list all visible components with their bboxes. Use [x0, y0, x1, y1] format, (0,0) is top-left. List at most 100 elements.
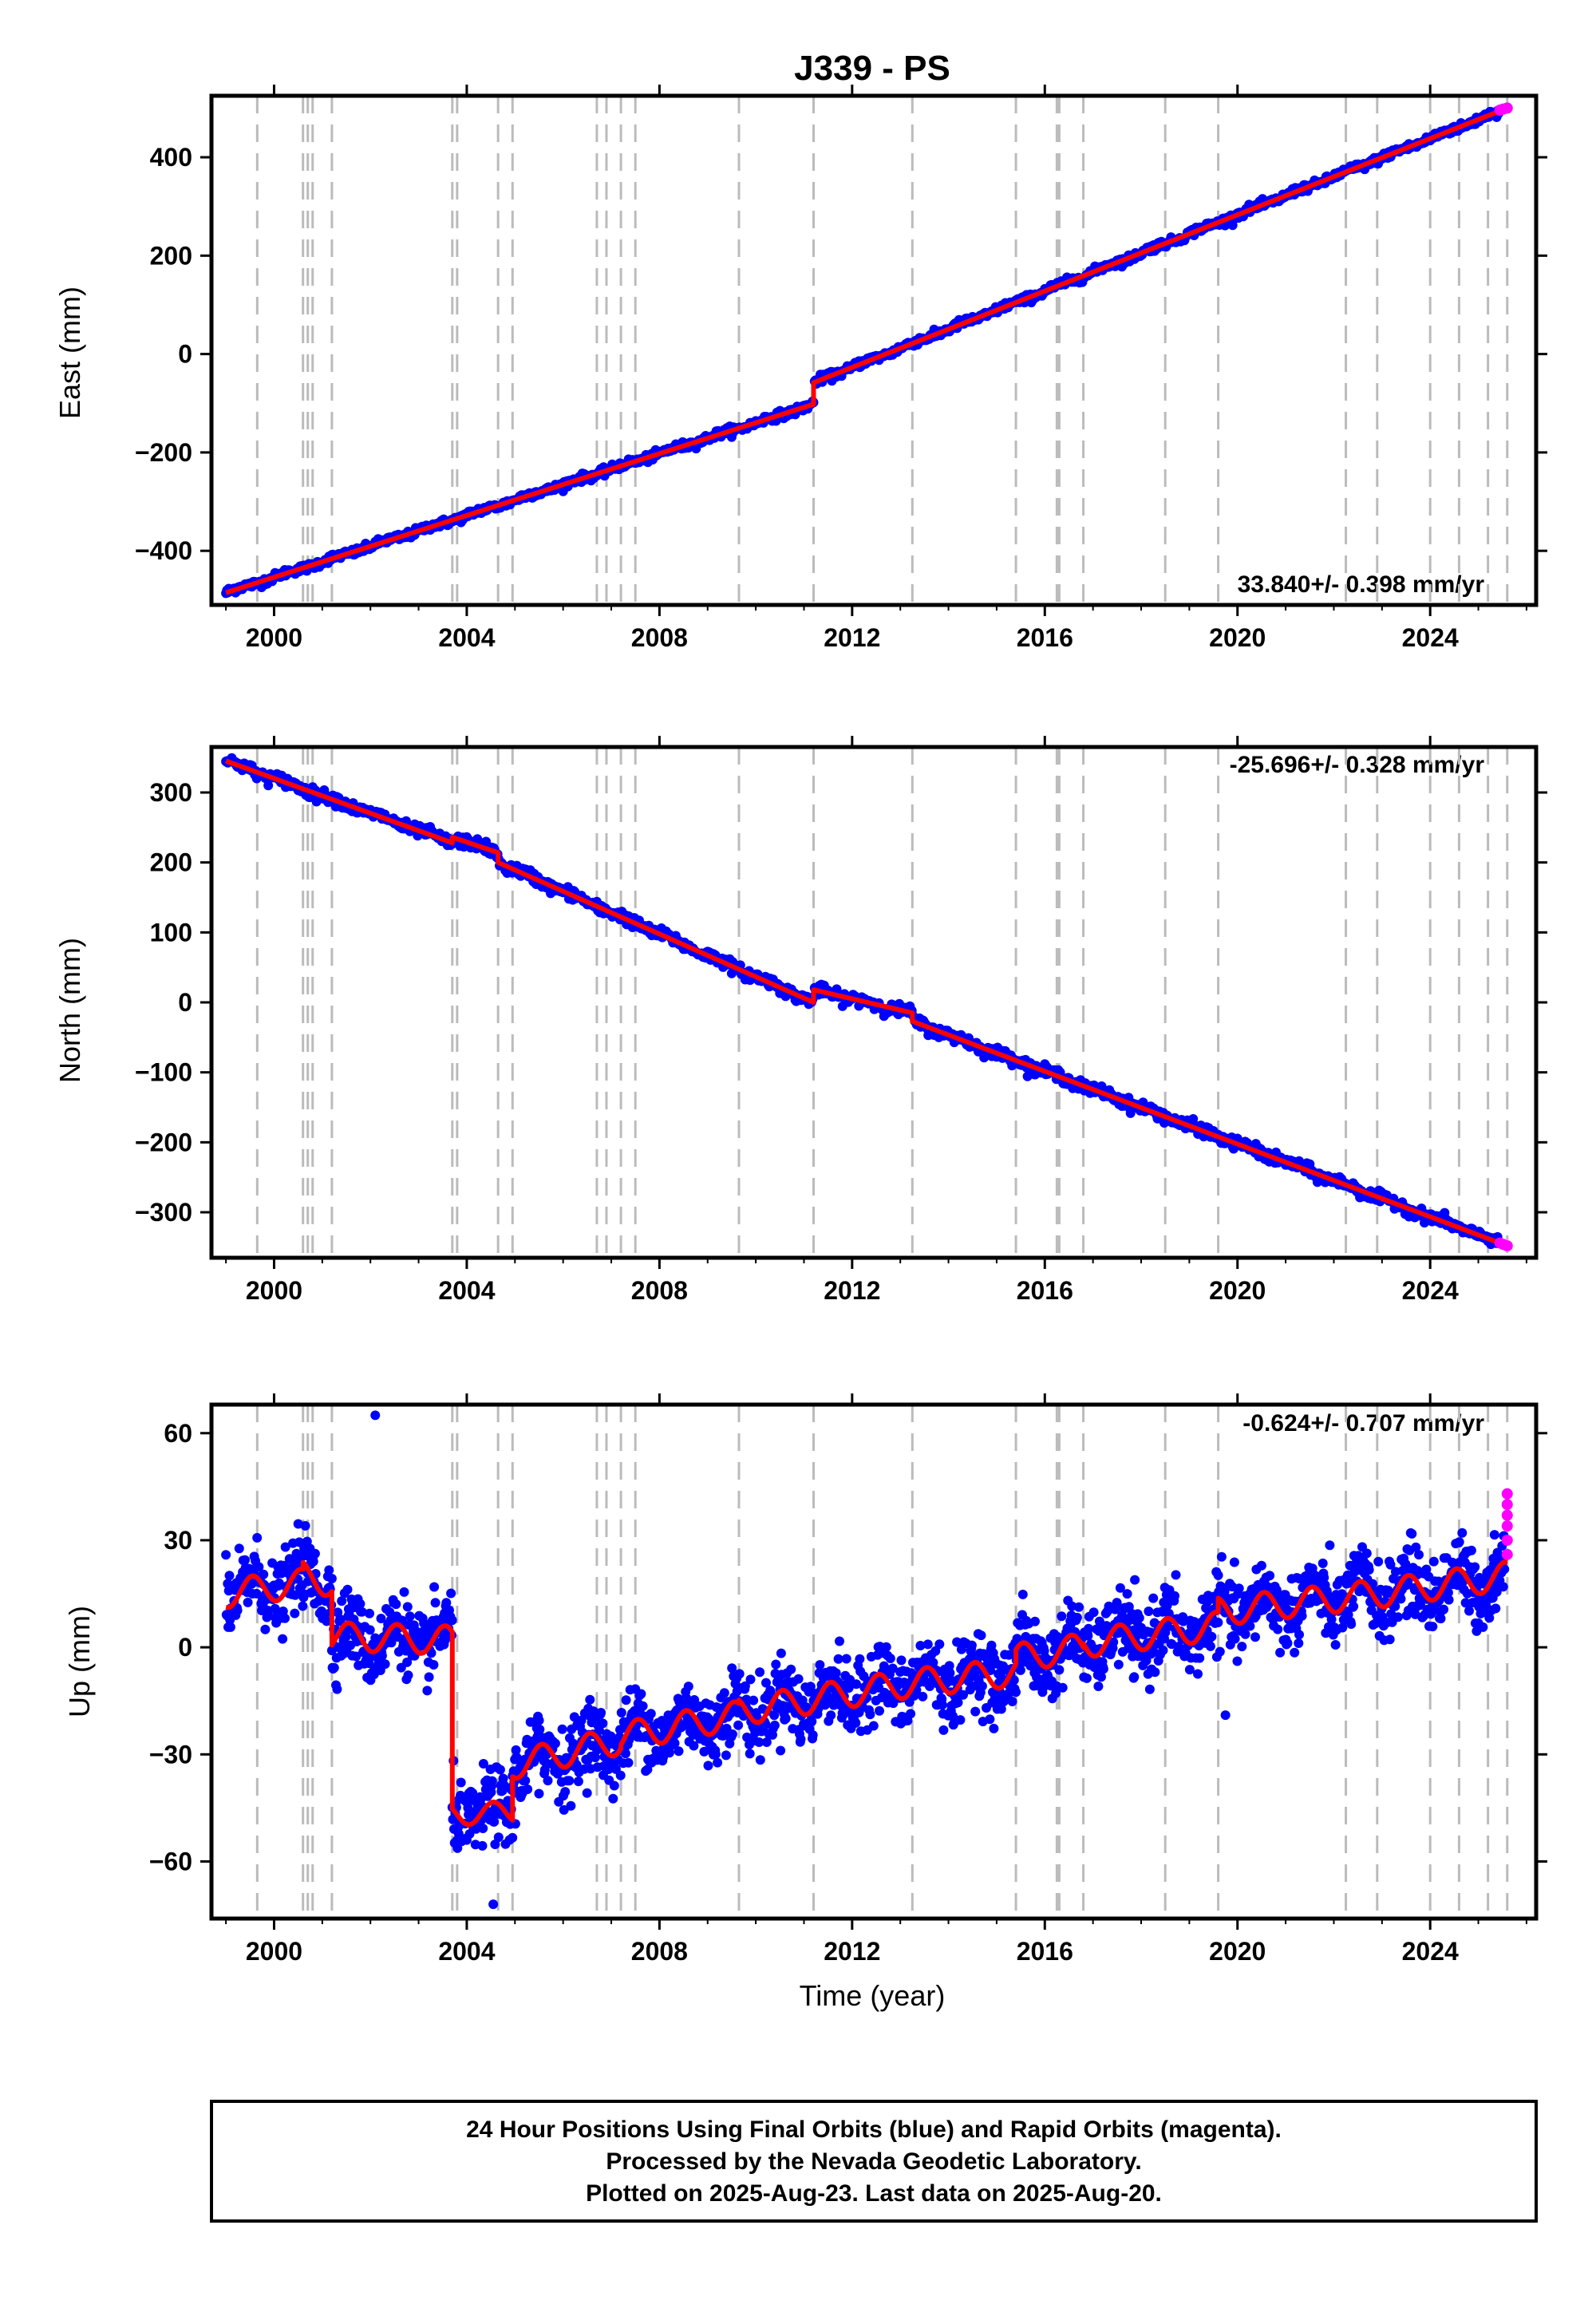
up-point-2023: [1385, 1559, 1396, 1570]
north-xtick-label-1: 2004: [438, 1276, 495, 1305]
north-xtick-label-5: 2020: [1209, 1276, 1266, 1305]
up-point-696: [621, 1695, 631, 1705]
up-point-1051: [826, 1710, 836, 1721]
up-point-1723: [1213, 1618, 1223, 1627]
up-point-1551: [1113, 1659, 1124, 1670]
north-point-44: [263, 781, 274, 791]
up-point-1568: [1124, 1643, 1134, 1654]
up-point-1135: [875, 1705, 884, 1716]
east-panel: East (mm) 33.840+/- 0.398 mm/yr 2000 2004…: [53, 85, 1547, 652]
up-point-1869: [1297, 1611, 1307, 1621]
north-xtick-label-4: 2016: [1017, 1276, 1073, 1305]
up-point-138: [300, 1520, 310, 1531]
up-point-296: [391, 1599, 401, 1610]
up-point-673: [608, 1793, 618, 1804]
up-point-1302: [970, 1706, 981, 1717]
up-point-477: [495, 1765, 505, 1775]
up-point-953: [769, 1710, 780, 1721]
up-point-739: [646, 1709, 656, 1719]
up-point-1799: [1256, 1560, 1266, 1571]
up-point-1452: [1057, 1611, 1067, 1622]
east-rapid-orbit-points: [1494, 102, 1513, 116]
up-point-546: [535, 1725, 545, 1734]
up-point-1240: [934, 1639, 945, 1650]
north-rapid-orbit-points: [1494, 1237, 1513, 1252]
up-point-1856: [1290, 1647, 1300, 1658]
up-point-652: [596, 1708, 606, 1717]
up-point-928: [755, 1667, 765, 1678]
up-point-1724: [1213, 1570, 1223, 1580]
up-point-814: [689, 1695, 700, 1705]
north-xtick-label-3: 2012: [824, 1276, 880, 1305]
up-point-1927: [1330, 1640, 1341, 1650]
north-ytick-label-6: 300: [150, 778, 192, 807]
up-point-890: [733, 1720, 744, 1730]
up-point-851: [710, 1749, 721, 1760]
east-xtick-label-6: 2024: [1402, 623, 1459, 652]
up-point-237: [357, 1607, 367, 1617]
up-point-98: [278, 1634, 288, 1644]
up-point-393: [447, 1615, 457, 1626]
up-point-1954: [1346, 1619, 1357, 1629]
up-point-1263: [948, 1711, 958, 1721]
east-axis-label: East (mm): [53, 287, 86, 419]
up-point-585: [557, 1724, 567, 1734]
up-point-2041: [1396, 1594, 1406, 1604]
up-point-545: [534, 1715, 544, 1725]
up-point-588: [559, 1804, 569, 1815]
up-point-1018: [807, 1717, 817, 1727]
up-point-1788: [1250, 1632, 1260, 1642]
up-point-1347: [996, 1704, 1006, 1714]
up-point-1521: [1096, 1672, 1106, 1682]
up-point-1327: [985, 1714, 995, 1725]
up-point-954: [769, 1720, 780, 1730]
up-point-525: [523, 1784, 533, 1794]
up-point-194: [332, 1684, 342, 1694]
up-point-1334: [989, 1723, 999, 1733]
up-point-1032: [815, 1660, 825, 1670]
east-xtick-label-4: 2016: [1017, 623, 1073, 652]
up-point-893: [734, 1669, 745, 1679]
up-point-310: [399, 1587, 409, 1597]
up-point-1844: [1282, 1638, 1293, 1648]
up-point-813: [689, 1741, 699, 1751]
figure-title: J339 - PS: [794, 49, 950, 88]
up-point-6: [224, 1571, 235, 1581]
up-point-2096: [1428, 1622, 1438, 1632]
up-point-1628: [1158, 1645, 1168, 1655]
up-point-2072: [1414, 1550, 1424, 1560]
up-point-2031: [1390, 1601, 1400, 1611]
up-point-1753: [1230, 1634, 1240, 1644]
up-point-1082: [843, 1683, 854, 1694]
up-point-628: [582, 1788, 592, 1798]
up-point-383: [441, 1598, 452, 1608]
up-point-1603: [1144, 1607, 1154, 1616]
up-point-361: [429, 1660, 439, 1670]
up-point-1579: [1130, 1575, 1140, 1585]
up-point-505: [511, 1745, 521, 1755]
up-point-285: [385, 1607, 395, 1617]
up-point-831: [699, 1746, 709, 1757]
up-point-1542: [1108, 1637, 1119, 1647]
up-point-642: [590, 1753, 600, 1763]
up-point-1727: [1215, 1646, 1225, 1657]
north-ytick-label-1: −200: [135, 1128, 192, 1156]
up-point-1771: [1240, 1629, 1250, 1639]
up-point-1220: [922, 1639, 933, 1650]
up-point-1760: [1234, 1583, 1244, 1594]
up-point-700: [623, 1757, 634, 1768]
up-point-212: [342, 1584, 353, 1595]
north-rapid-point-2: [1501, 1240, 1513, 1252]
up-point-1831: [1275, 1647, 1286, 1658]
up-point-1917: [1325, 1540, 1335, 1551]
up-point-1735: [1219, 1587, 1230, 1597]
up-point-468: [490, 1840, 500, 1849]
up-point-1981: [1361, 1548, 1372, 1559]
up-point-1119: [865, 1709, 875, 1720]
up-point-65: [259, 1569, 269, 1579]
north-axis-label: North (mm): [53, 938, 86, 1083]
up-point-597: [564, 1776, 575, 1786]
up-point-1247: [938, 1725, 949, 1735]
up-point-277: [380, 1659, 390, 1670]
up-point-695: [620, 1749, 630, 1759]
